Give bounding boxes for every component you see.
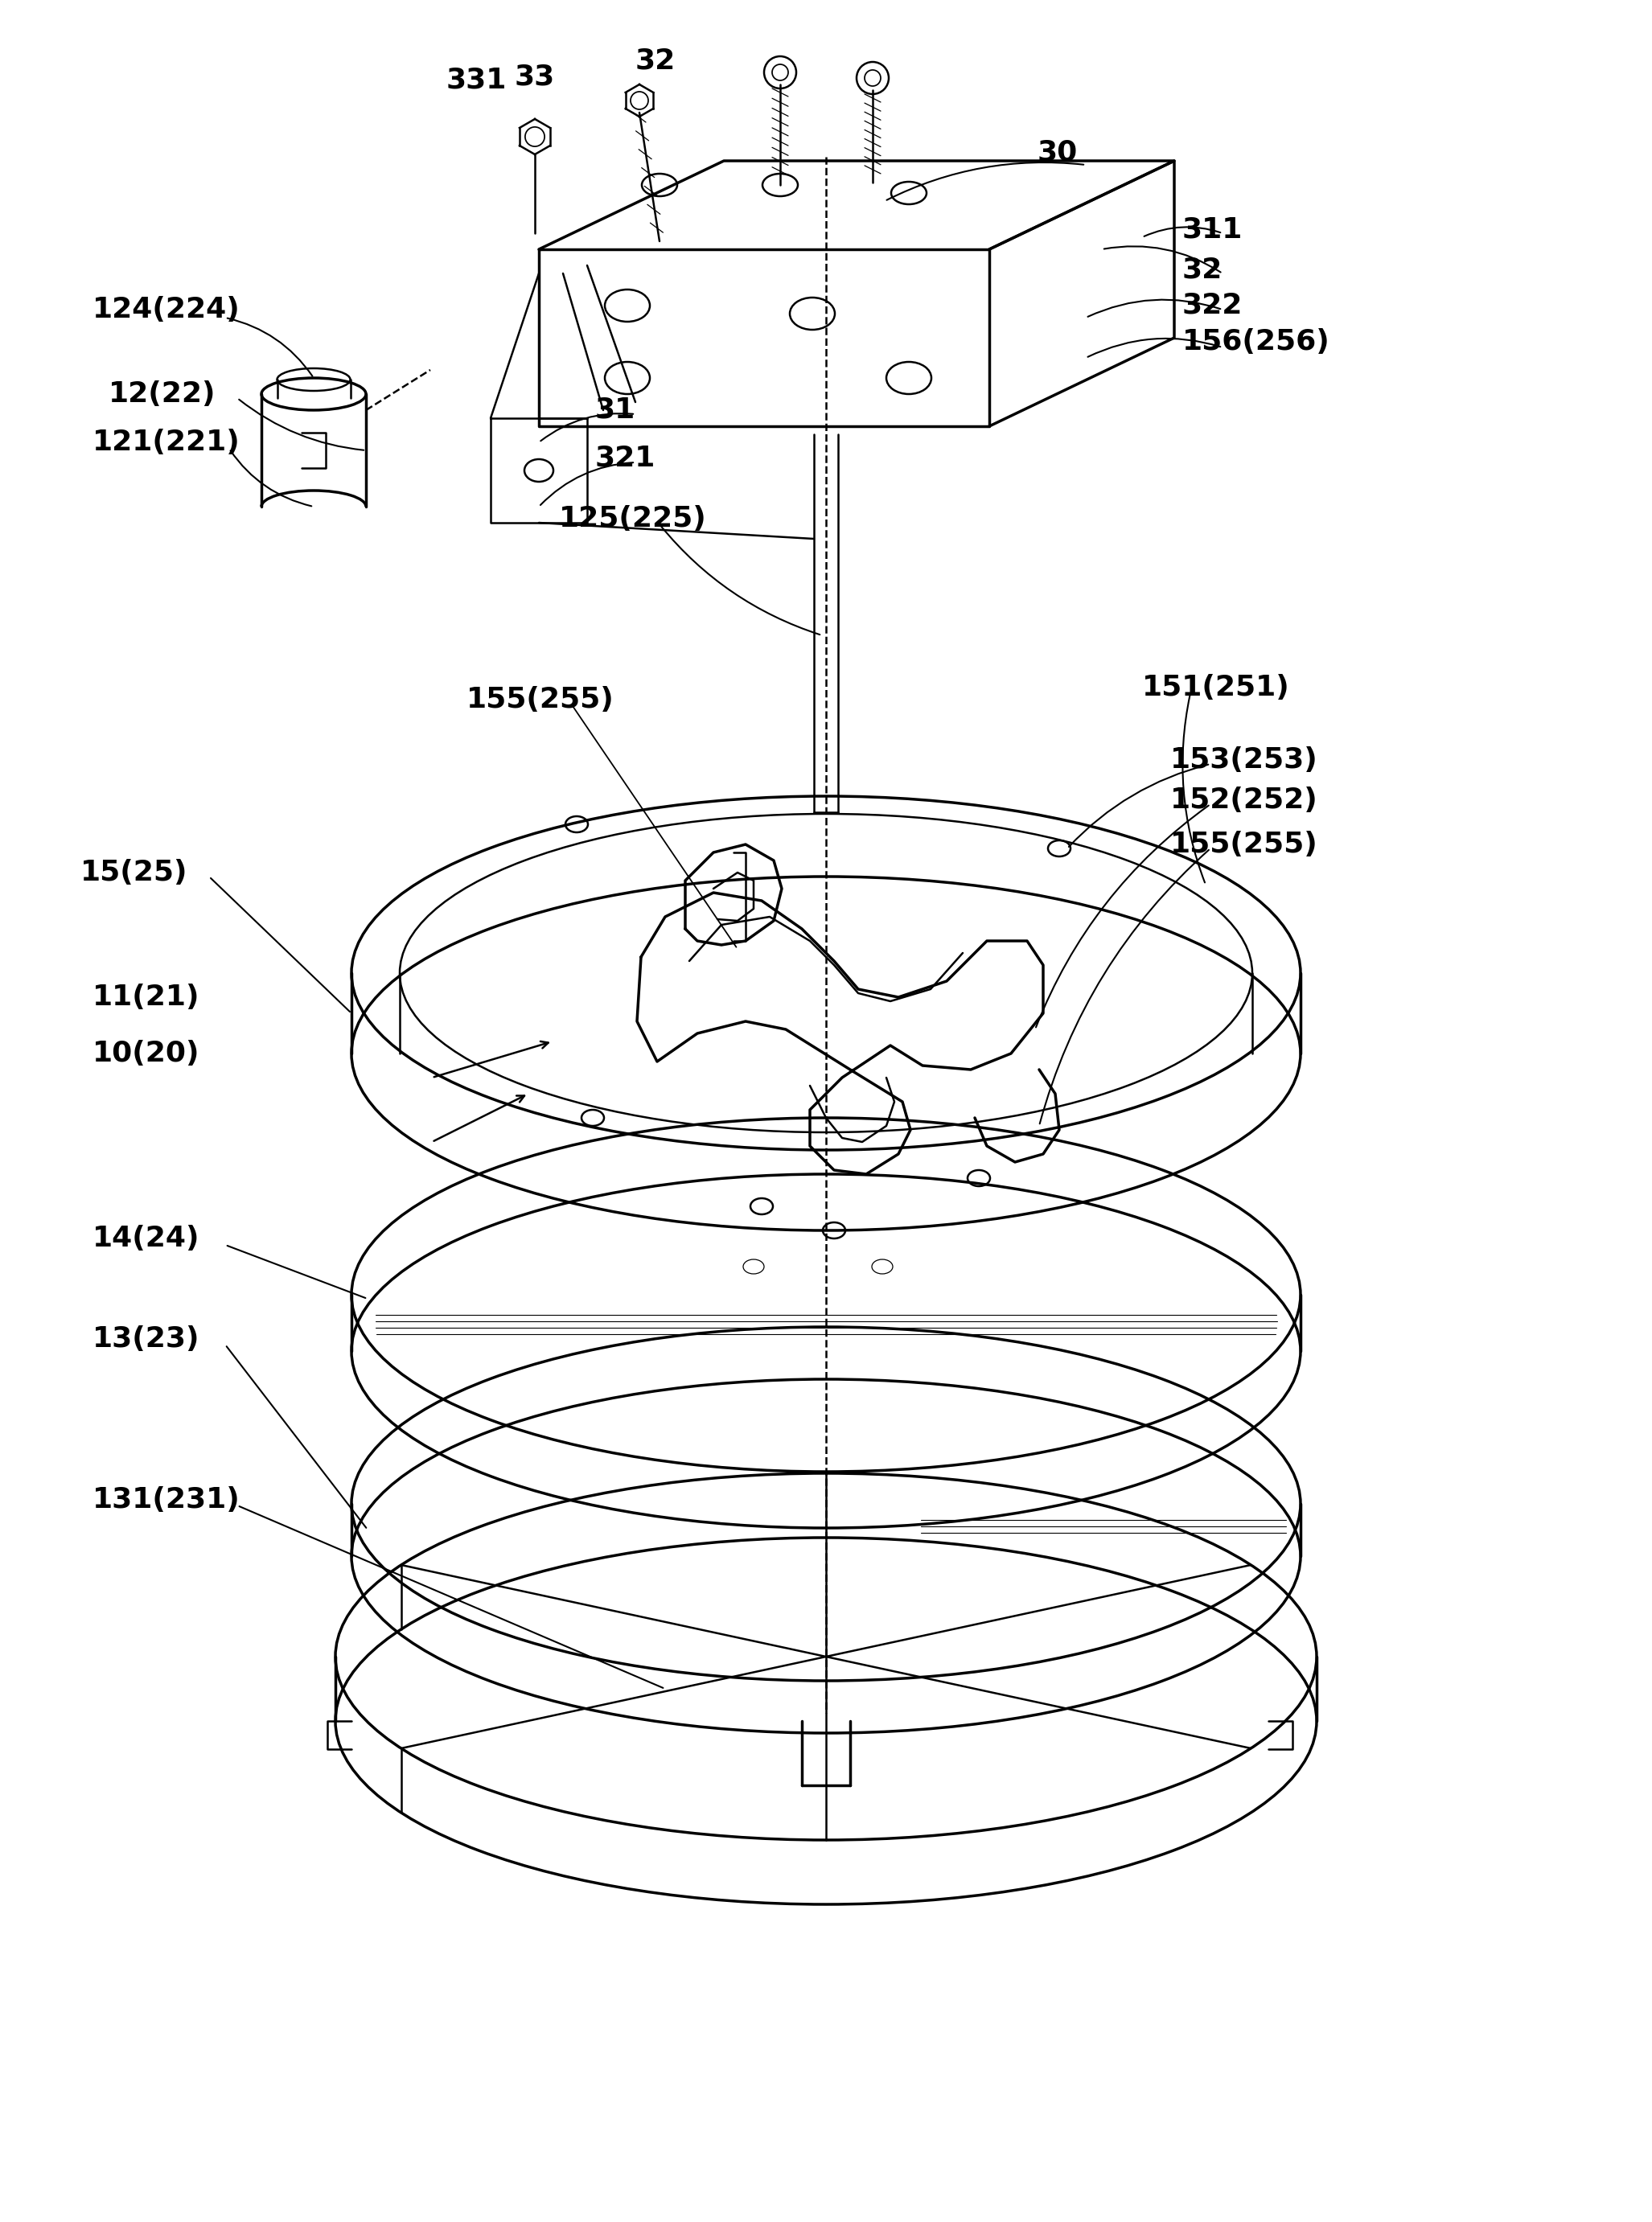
Text: 156(256): 156(256): [1183, 329, 1330, 356]
Text: 151(251): 151(251): [1142, 673, 1290, 702]
Text: 153(253): 153(253): [1170, 747, 1318, 773]
Text: 14(24): 14(24): [93, 1224, 200, 1253]
Text: 121(221): 121(221): [93, 429, 240, 456]
Text: 32: 32: [1183, 256, 1222, 282]
Text: 321: 321: [595, 444, 656, 471]
Text: 322: 322: [1183, 291, 1242, 320]
Text: 15(25): 15(25): [81, 860, 188, 887]
Text: 131(231): 131(231): [93, 1487, 240, 1513]
Text: 10(20): 10(20): [93, 1040, 200, 1067]
Text: 32: 32: [636, 47, 676, 73]
Text: 12(22): 12(22): [109, 380, 216, 407]
Text: 155(255): 155(255): [466, 687, 615, 713]
Text: 124(224): 124(224): [93, 296, 240, 322]
Text: 13(23): 13(23): [93, 1324, 200, 1353]
Text: 11(21): 11(21): [93, 984, 200, 1011]
Text: 331: 331: [446, 67, 507, 93]
Text: 152(252): 152(252): [1170, 787, 1318, 813]
Text: 311: 311: [1183, 216, 1242, 242]
Text: 33: 33: [515, 62, 555, 91]
Text: 31: 31: [595, 396, 636, 424]
Text: 125(225): 125(225): [558, 504, 707, 533]
Text: 155(255): 155(255): [1170, 831, 1318, 858]
Text: 30: 30: [1037, 140, 1079, 167]
